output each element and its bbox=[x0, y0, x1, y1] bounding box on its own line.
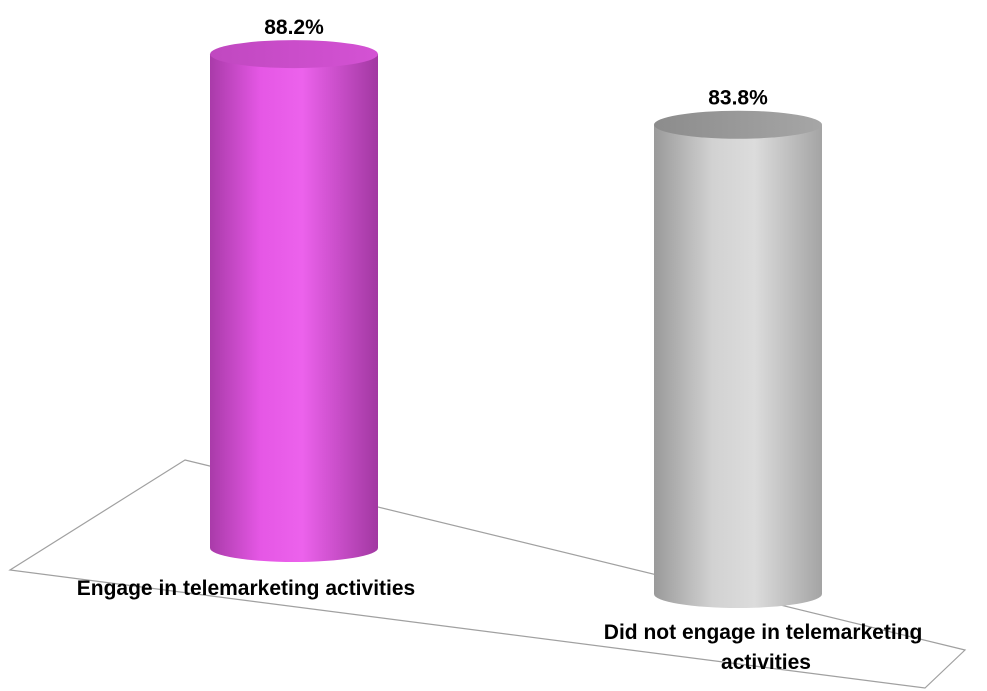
value-label: 83.8% bbox=[708, 87, 768, 110]
value-label: 88.2% bbox=[264, 16, 324, 39]
category-label-line: activities bbox=[721, 651, 811, 674]
category-label-line: Did not engage in telemarketing bbox=[604, 621, 923, 644]
bar-cylinder-top bbox=[654, 110, 822, 139]
category-label: Did not engage in telemarketing activiti… bbox=[604, 621, 928, 674]
bar-cylinder-top bbox=[210, 40, 378, 69]
bar-cylinder-body bbox=[210, 54, 378, 562]
category-label: Engage in telemarketing activities bbox=[77, 577, 415, 600]
bars bbox=[210, 40, 822, 608]
bar-cylinder-body bbox=[654, 124, 822, 608]
